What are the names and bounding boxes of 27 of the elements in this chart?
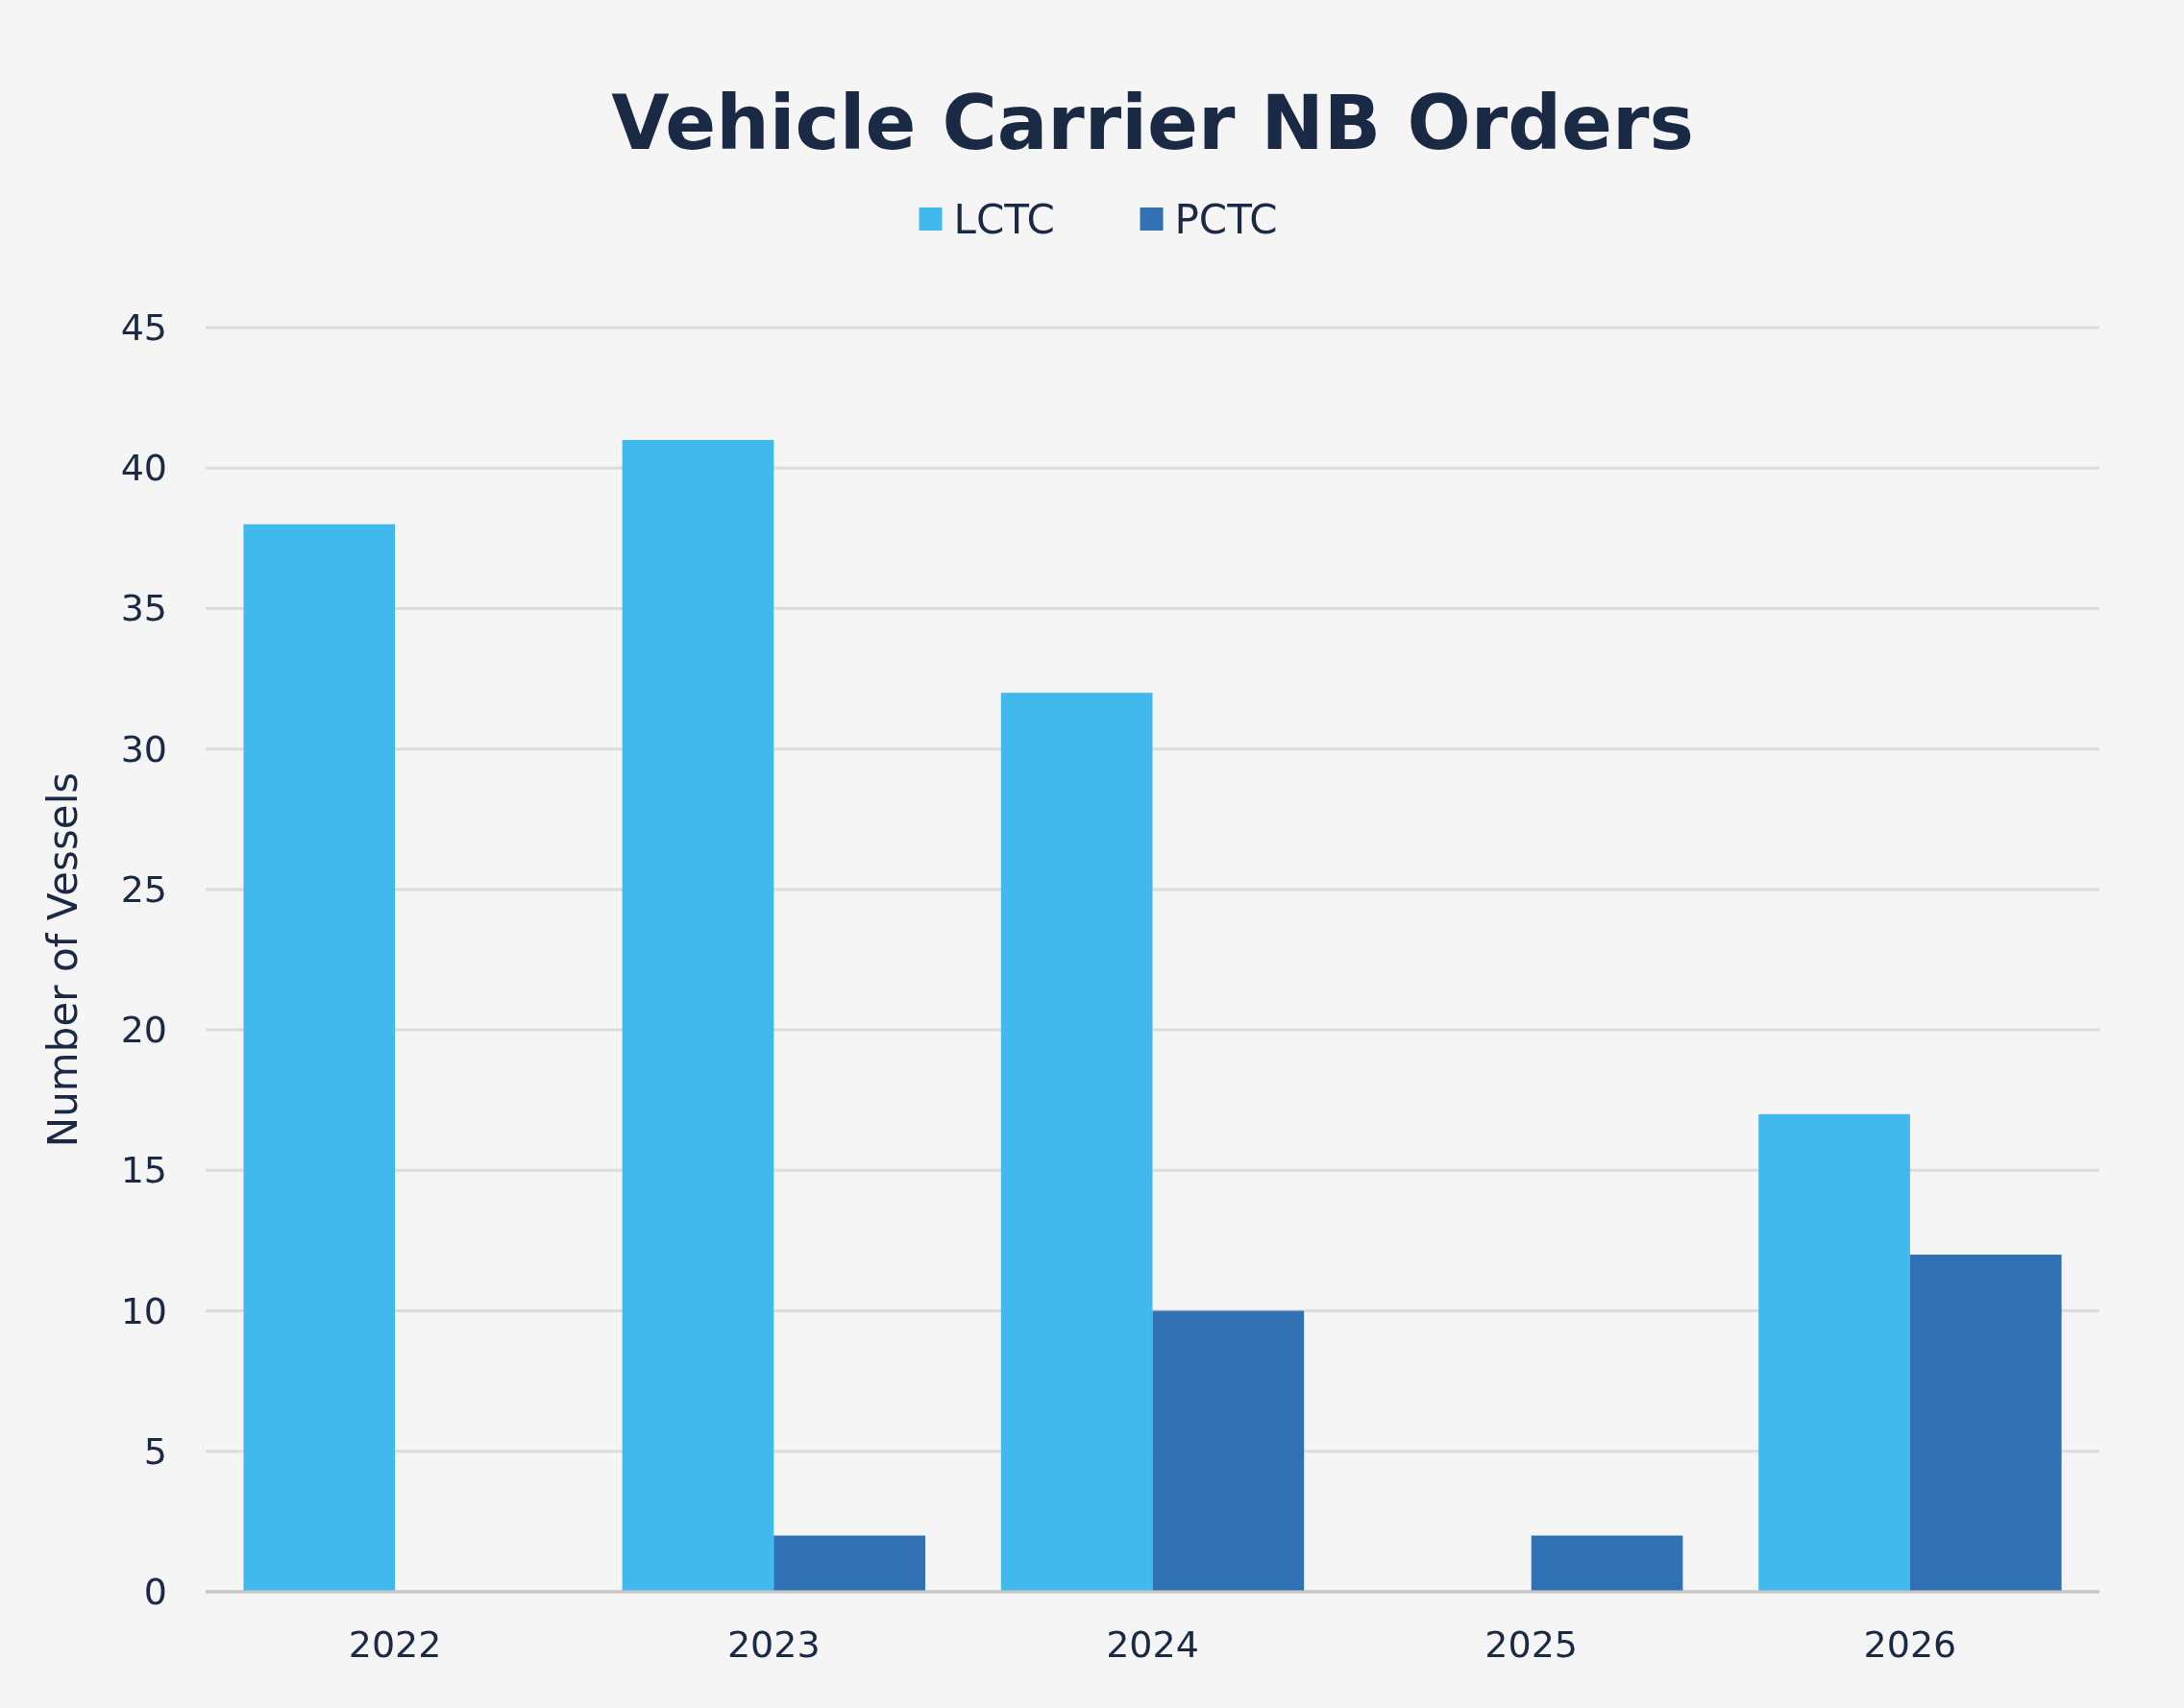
legend-label: PCTC xyxy=(1174,195,1278,243)
y-tick-label: 25 xyxy=(120,867,167,911)
x-tick-label: 2022 xyxy=(348,1623,442,1666)
y-tick-label: 20 xyxy=(120,1009,167,1052)
chart-title: Vehicle Carrier NB Orders xyxy=(611,80,1694,166)
bar xyxy=(1152,1310,1305,1592)
y-tick-label: 15 xyxy=(120,1149,167,1192)
bar xyxy=(1909,1255,2062,1592)
bar xyxy=(773,1535,925,1592)
bar xyxy=(1000,693,1153,1592)
y-tick-label: 0 xyxy=(143,1571,167,1613)
y-tick-label: 40 xyxy=(120,447,167,490)
bar xyxy=(622,439,774,1592)
x-tick-label: 2024 xyxy=(1106,1623,1199,1666)
y-tick-label: 30 xyxy=(120,727,167,770)
x-tick-label: 2023 xyxy=(726,1623,821,1666)
y-tick-label: 45 xyxy=(120,306,167,349)
y-tick-label: 35 xyxy=(120,587,167,630)
x-tick-label: 2026 xyxy=(1863,1623,1957,1666)
bar xyxy=(243,524,396,1592)
legend-label: LCTC xyxy=(953,195,1055,243)
bar xyxy=(1531,1535,1683,1592)
y-tick-label: 10 xyxy=(120,1289,167,1332)
x-tick-label: 2025 xyxy=(1485,1623,1579,1666)
y-axis-title: Number of Vessels xyxy=(38,771,86,1148)
y-tick-label: 5 xyxy=(143,1429,167,1473)
bar xyxy=(1758,1113,1910,1592)
